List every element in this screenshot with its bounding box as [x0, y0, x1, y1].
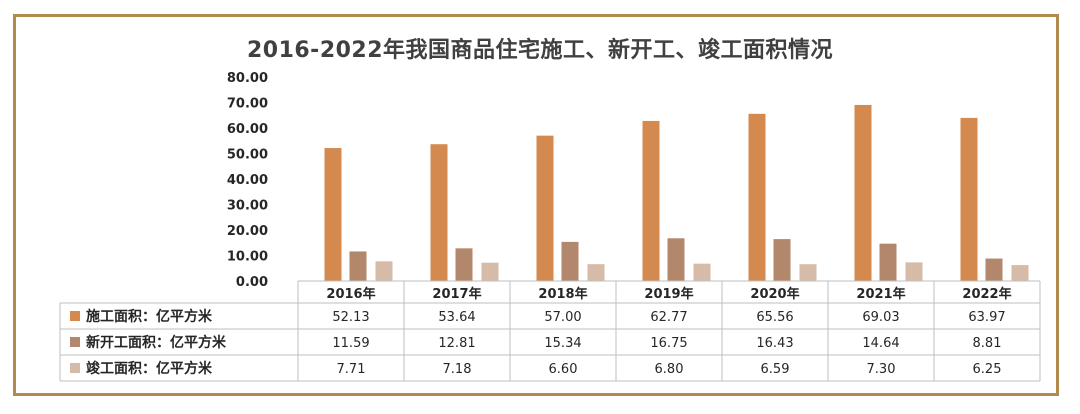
bar-series-3 [587, 264, 605, 281]
bar-series-2 [879, 243, 897, 281]
bar-series-2 [773, 239, 791, 281]
legend-swatch-series-1 [70, 311, 80, 321]
legend-swatch-series-2 [70, 337, 80, 347]
bar-series-3 [905, 262, 923, 281]
data-label: 6.60 [549, 362, 578, 377]
bar-series-1 [430, 144, 448, 281]
data-label: 16.43 [756, 336, 793, 351]
y-tick-label: 10.00 [227, 250, 268, 265]
x-category-label: 2017年 [432, 286, 481, 302]
legend-label-series-3: 竣工面积：亿平方米 [86, 360, 213, 377]
data-label: 69.03 [862, 310, 899, 325]
y-tick-label: 30.00 [227, 199, 268, 214]
bar-series-1 [960, 117, 978, 282]
y-axis: 0.00 10.00 20.00 30.00 40.00 50.00 60.00 70.00 8… [227, 71, 268, 290]
data-label: 52.13 [332, 310, 369, 325]
data-label: 7.18 [443, 362, 472, 377]
x-category-label: 2019年 [644, 286, 693, 302]
bar-series-2 [561, 241, 579, 281]
x-category-label: 2021年 [856, 286, 905, 302]
x-category-label: 2016年 [326, 286, 375, 302]
data-label: 7.30 [867, 362, 896, 377]
x-category-label: 2018年 [538, 286, 587, 302]
bar-series-2 [455, 248, 473, 281]
y-tick-label: 80.00 [227, 71, 268, 86]
bar-series-1 [324, 148, 342, 281]
data-label: 6.59 [761, 362, 790, 377]
legend-label-series-2: 新开工面积：亿平方米 [86, 334, 227, 351]
bar-series-2 [985, 258, 1003, 281]
data-label: 14.64 [862, 336, 899, 351]
x-category-label: 2022年 [962, 286, 1011, 302]
data-label: 12.81 [438, 336, 475, 351]
data-label: 7.71 [337, 362, 366, 377]
y-tick-label: 60.00 [227, 122, 268, 137]
data-label: 65.56 [756, 310, 793, 325]
legend-label-series-1: 施工面积：亿平方米 [86, 308, 213, 325]
chart-frame [13, 14, 1059, 396]
bar-series-3 [481, 262, 499, 281]
data-label: 63.97 [968, 310, 1005, 325]
bar-series-2 [667, 238, 685, 281]
x-category-label: 2020年 [750, 286, 799, 302]
bar-series-3 [375, 261, 393, 281]
data-label: 6.80 [655, 362, 684, 377]
bar-series-3 [1011, 265, 1029, 281]
data-table: 2016年 2017年 2018年 2019年 2020年 2021年 2022年施工面积：… [59, 280, 1041, 382]
legend-swatch-series-3 [70, 363, 80, 373]
data-label: 11.59 [332, 336, 369, 351]
data-label: 8.81 [973, 336, 1002, 351]
bar-series-1 [642, 120, 660, 282]
data-label: 57.00 [544, 310, 581, 325]
bar-series-1 [748, 113, 766, 282]
y-tick-label: 20.00 [227, 224, 268, 239]
bar-series-2 [349, 251, 367, 281]
bar-series-1 [536, 135, 554, 281]
bar-series-3 [693, 263, 711, 281]
data-label: 6.25 [973, 362, 1002, 377]
y-tick-label: 0.00 [236, 275, 268, 290]
data-label: 15.34 [544, 336, 581, 351]
bars [324, 104, 1029, 282]
data-label: 16.75 [650, 336, 687, 351]
data-label: 62.77 [650, 310, 687, 325]
y-tick-label: 40.00 [227, 173, 268, 188]
y-tick-label: 50.00 [227, 148, 268, 163]
bar-series-3 [799, 264, 817, 281]
chart-title: 2016-2022年我国商品住宅施工、新开工、竣工面积情况 [246, 38, 834, 63]
data-label: 53.64 [438, 310, 475, 325]
bar-series-1 [854, 104, 872, 281]
y-tick-label: 70.00 [227, 97, 268, 112]
